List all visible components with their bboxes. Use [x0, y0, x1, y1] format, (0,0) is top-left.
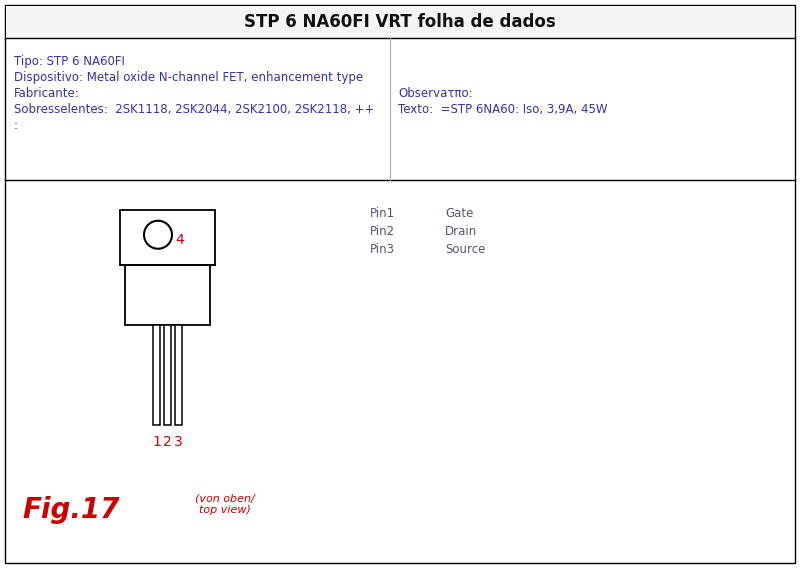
- Bar: [153, 325, 160, 425]
- Text: Drain: Drain: [445, 225, 478, 238]
- Bar: [175, 325, 182, 425]
- Text: STP 6 NA60FI VRT folha de dados: STP 6 NA60FI VRT folha de dados: [244, 13, 556, 31]
- Text: Fabricante:: Fabricante:: [14, 87, 80, 100]
- Text: 2: 2: [163, 435, 172, 449]
- Bar: [125, 265, 210, 325]
- Text: Fig.17: Fig.17: [22, 496, 119, 524]
- Text: Pin2: Pin2: [370, 225, 395, 238]
- Text: (von oben/
top view): (von oben/ top view): [195, 493, 255, 515]
- Text: Observaτπo:: Observaτπo:: [398, 87, 473, 100]
- Text: Sobresselentes:  2SK1118, 2SK2044, 2SK2100, 2SK2118, ++: Sobresselentes: 2SK1118, 2SK2044, 2SK210…: [14, 103, 374, 116]
- Text: 1: 1: [152, 435, 161, 449]
- Text: Pin3: Pin3: [370, 243, 395, 256]
- Bar: [6, 6, 794, 38]
- Text: 4: 4: [175, 233, 184, 247]
- Text: Texto:  =STP 6NA60: Iso, 3,9A, 45W: Texto: =STP 6NA60: Iso, 3,9A, 45W: [398, 103, 607, 116]
- Bar: [164, 325, 171, 425]
- Text: Gate: Gate: [445, 207, 474, 220]
- Text: 3: 3: [174, 435, 183, 449]
- Circle shape: [144, 221, 172, 249]
- Text: Tipo: STP 6 NA60FI: Tipo: STP 6 NA60FI: [14, 55, 125, 68]
- Bar: [120, 210, 215, 265]
- Text: Pin1: Pin1: [370, 207, 395, 220]
- Text: Source: Source: [445, 243, 486, 256]
- Text: :: :: [14, 119, 18, 132]
- Text: Dispositivo: Metal oxide N-channel FET, enhancement type: Dispositivo: Metal oxide N-channel FET, …: [14, 71, 363, 84]
